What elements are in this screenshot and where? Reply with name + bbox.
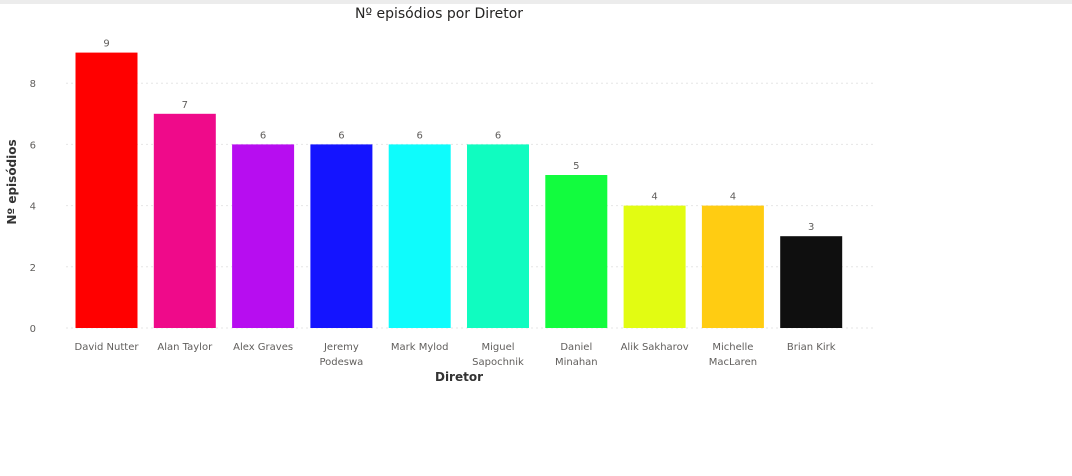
- bar[interactable]: [310, 144, 373, 328]
- y-tick-label: 2: [30, 263, 36, 274]
- x-axis-categories: David Nutter Alan Taylor Alex Graves Jeremy…: [75, 342, 836, 368]
- chart-title: Nº episódios por Diretor: [355, 6, 523, 22]
- x-category-label: Daniel Minahan: [555, 342, 598, 368]
- bar[interactable]: [388, 144, 451, 328]
- bar[interactable]: [780, 236, 843, 328]
- x-category-label: Brian Kirk: [787, 342, 836, 353]
- data-label: 6: [495, 130, 501, 141]
- data-label: 3: [808, 222, 814, 233]
- data-label: 4: [651, 192, 657, 203]
- bar[interactable]: [232, 144, 295, 328]
- x-category-label: Alik Sakharov: [621, 342, 689, 353]
- bar[interactable]: [75, 52, 138, 328]
- data-label: 7: [182, 100, 188, 111]
- data-label: 5: [573, 161, 579, 172]
- y-tick-label: 4: [30, 202, 36, 213]
- x-category-label: Miguel Sapochnik: [472, 342, 524, 368]
- x-category-label: Mark Mylod: [391, 342, 449, 353]
- y-tick-label: 8: [30, 79, 36, 90]
- bars: [75, 52, 843, 328]
- data-label: 6: [417, 130, 423, 141]
- y-axis-ticks: 0 2 4 6 8: [30, 79, 36, 335]
- x-category-label: Alex Graves: [233, 342, 293, 353]
- x-category-label: David Nutter: [75, 342, 140, 353]
- data-labels: 9 7 6 6 6 6 5 4 4 3: [103, 39, 814, 234]
- data-label: 6: [260, 130, 266, 141]
- data-label: 9: [103, 39, 109, 50]
- bar[interactable]: [545, 175, 608, 328]
- y-tick-label: 6: [30, 140, 36, 151]
- y-axis-title: Nº episódios: [5, 139, 19, 224]
- x-axis-title: Diretor: [435, 370, 483, 384]
- y-tick-label: 0: [30, 324, 36, 335]
- data-label: 6: [338, 130, 344, 141]
- x-category-label: Jeremy Podeswa: [319, 342, 363, 368]
- x-category-label: Alan Taylor: [157, 342, 213, 353]
- bar[interactable]: [153, 113, 216, 328]
- x-category-label: Michelle MacLaren: [709, 342, 757, 368]
- data-label: 4: [730, 192, 736, 203]
- bar[interactable]: [623, 205, 686, 328]
- bar[interactable]: [467, 144, 529, 328]
- top-border: [0, 0, 1072, 4]
- bar[interactable]: [701, 205, 764, 328]
